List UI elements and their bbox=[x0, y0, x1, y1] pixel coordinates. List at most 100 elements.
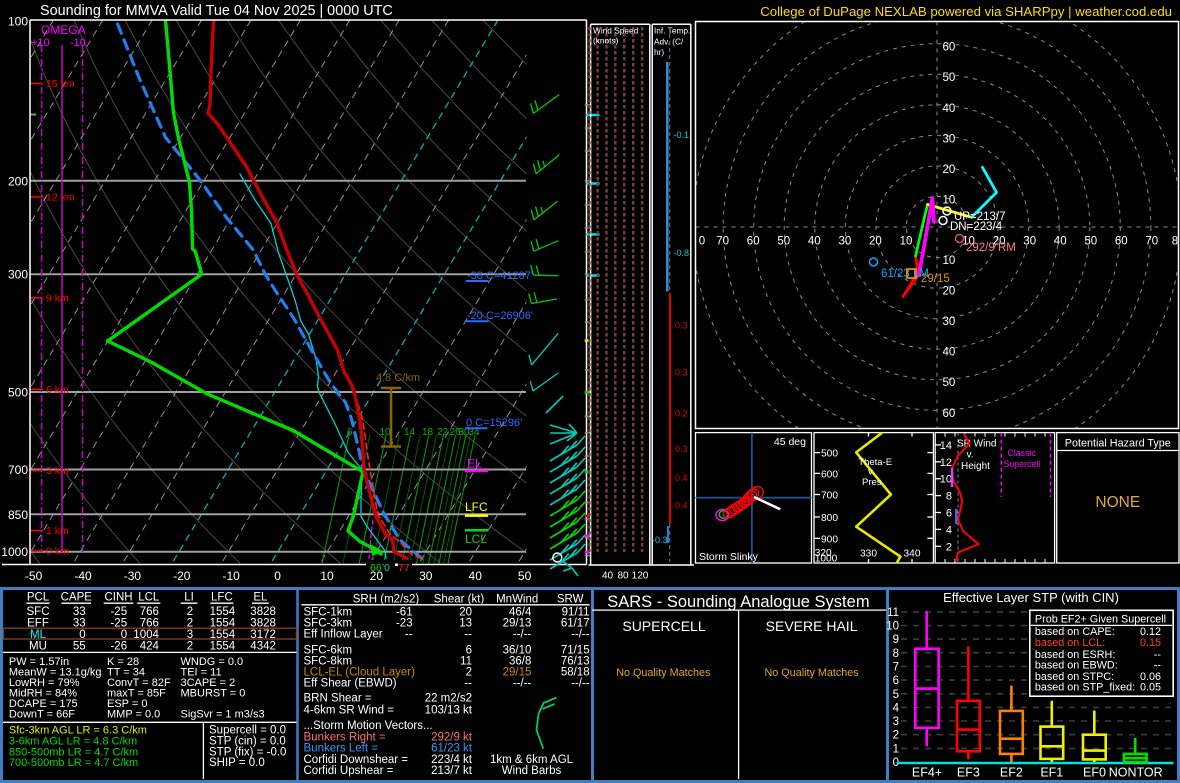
svg-text:Bunkers Right =: Bunkers Right = bbox=[304, 731, 386, 743]
svg-text:-40: -40 bbox=[74, 569, 92, 583]
svg-text:500: 500 bbox=[8, 386, 28, 400]
svg-text:12: 12 bbox=[940, 457, 952, 469]
svg-text:7: 7 bbox=[893, 662, 899, 674]
svg-text:SRH (m2/s2): SRH (m2/s2) bbox=[353, 594, 420, 606]
svg-text:LCL: LCL bbox=[138, 592, 160, 604]
svg-text:8: 8 bbox=[946, 491, 952, 503]
svg-text:33: 33 bbox=[73, 606, 86, 618]
svg-text:9: 9 bbox=[893, 634, 899, 646]
svg-text:STP (cin) = 0.0: STP (cin) = 0.0 bbox=[209, 735, 286, 747]
svg-text:40: 40 bbox=[602, 571, 614, 582]
svg-text:DCAPE = 175: DCAPE = 175 bbox=[9, 698, 78, 710]
svg-text:0.4: 0.4 bbox=[675, 473, 688, 483]
svg-text:No Quality Matches: No Quality Matches bbox=[616, 667, 711, 679]
svg-text:700-500mb LR = 4.7 C/km: 700-500mb LR = 4.7 C/km bbox=[9, 757, 138, 769]
svg-text:60: 60 bbox=[943, 42, 956, 54]
svg-text:LCL-EL (Cloud Layer): LCL-EL (Cloud Layer) bbox=[304, 666, 416, 678]
svg-text:6: 6 bbox=[466, 645, 472, 657]
svg-text:Sfc-3km AGL LR = 6.3 C/km: Sfc-3km AGL LR = 6.3 C/km bbox=[9, 725, 147, 737]
svg-text:SigSvr = 1 m3/s3: SigSvr = 1 m3/s3 bbox=[181, 708, 265, 720]
svg-text:Bunkers Left =: Bunkers Left = bbox=[304, 742, 379, 754]
svg-text:424: 424 bbox=[140, 640, 160, 652]
svg-text:4.8 C/km: 4.8 C/km bbox=[376, 372, 420, 384]
svg-text:ESP = 0: ESP = 0 bbox=[107, 698, 147, 710]
svg-text:UP=213/7: UP=213/7 bbox=[954, 211, 1005, 223]
svg-text:-20: -20 bbox=[173, 569, 191, 583]
svg-text:v.: v. bbox=[868, 466, 875, 477]
svg-text:20: 20 bbox=[943, 164, 956, 176]
svg-text:0 km: 0 km bbox=[46, 546, 69, 558]
svg-text:10: 10 bbox=[379, 427, 391, 438]
svg-text:10: 10 bbox=[943, 255, 956, 267]
svg-text:BRN Shear =: BRN Shear = bbox=[304, 692, 372, 704]
svg-text:800: 800 bbox=[821, 513, 838, 524]
svg-text:-23: -23 bbox=[396, 617, 413, 629]
svg-text:1554: 1554 bbox=[210, 617, 236, 629]
svg-text:20: 20 bbox=[370, 569, 384, 583]
svg-text:330: 330 bbox=[860, 548, 877, 559]
svg-text:hr): hr) bbox=[654, 47, 664, 57]
svg-text:LFC: LFC bbox=[465, 500, 488, 514]
svg-text:--/--: --/-- bbox=[513, 629, 532, 641]
svg-text:-26: -26 bbox=[110, 640, 127, 652]
svg-text:DN=223/4: DN=223/4 bbox=[950, 221, 1003, 233]
svg-text:maxT = 85F: maxT = 85F bbox=[107, 687, 166, 699]
svg-text:29/15: 29/15 bbox=[503, 666, 532, 678]
svg-text:'0: '0 bbox=[382, 562, 390, 574]
svg-text:36/8: 36/8 bbox=[509, 655, 531, 667]
svg-text:0: 0 bbox=[79, 629, 85, 641]
svg-text:0.06: 0.06 bbox=[1140, 671, 1161, 683]
svg-text:20: 20 bbox=[459, 607, 472, 619]
svg-text:SFC-3km: SFC-3km bbox=[304, 617, 353, 629]
svg-text:CAPE: CAPE bbox=[61, 592, 93, 604]
svg-text:50: 50 bbox=[1084, 235, 1097, 247]
svg-text:MnWind: MnWind bbox=[496, 594, 538, 606]
svg-text:Theta-E: Theta-E bbox=[858, 457, 892, 468]
svg-text:77: 77 bbox=[398, 562, 410, 574]
svg-text:MU: MU bbox=[29, 640, 47, 652]
svg-text:WNDG = 0.0: WNDG = 0.0 bbox=[181, 656, 244, 668]
svg-text:3172: 3172 bbox=[250, 629, 276, 641]
svg-text:Wind Barbs: Wind Barbs bbox=[502, 765, 562, 777]
svg-text:223/4 kt: 223/4 kt bbox=[431, 754, 473, 766]
svg-text:8: 8 bbox=[893, 648, 899, 660]
svg-text:292/9 kt: 292/9 kt bbox=[431, 731, 473, 743]
svg-text:STP (fix) = -0.0: STP (fix) = -0.0 bbox=[209, 746, 286, 758]
svg-text:103/13 kt: 103/13 kt bbox=[425, 704, 473, 716]
svg-text:Classic: Classic bbox=[1007, 448, 1036, 458]
svg-text:EL: EL bbox=[467, 457, 482, 471]
svg-text:Eff Shear (EBWD): Eff Shear (EBWD) bbox=[304, 678, 397, 690]
svg-text:-30: -30 bbox=[124, 569, 142, 583]
svg-text:30: 30 bbox=[458, 427, 470, 438]
svg-text:Corfidi Downshear =: Corfidi Downshear = bbox=[304, 754, 409, 766]
svg-text:34: 34 bbox=[468, 427, 480, 438]
svg-text:Storm Slinky: Storm Slinky bbox=[699, 551, 759, 563]
svg-text:20: 20 bbox=[993, 235, 1006, 247]
svg-text:TT = 34: TT = 34 bbox=[107, 666, 145, 678]
svg-text:2: 2 bbox=[187, 606, 193, 618]
svg-text:NONTOR: NONTOR bbox=[1109, 766, 1163, 780]
svg-text:SRW: SRW bbox=[557, 594, 584, 606]
svg-text:30: 30 bbox=[943, 316, 956, 328]
svg-text:1000: 1000 bbox=[1, 545, 28, 559]
svg-text:SARS - Sounding Analogue Syste: SARS - Sounding Analogue System bbox=[607, 593, 869, 611]
svg-text:2: 2 bbox=[946, 541, 952, 553]
svg-text:based on LCL:: based on LCL: bbox=[1035, 637, 1105, 649]
svg-text:55: 55 bbox=[73, 640, 86, 652]
svg-text:ConvT = 82F: ConvT = 82F bbox=[107, 677, 171, 689]
svg-text:850-500mb LR = 4.7 C/km: 850-500mb LR = 4.7 C/km bbox=[9, 746, 138, 758]
svg-text:SFC-1km: SFC-1km bbox=[304, 607, 353, 619]
svg-text:10: 10 bbox=[940, 474, 952, 486]
svg-text:based on ESRH:: based on ESRH: bbox=[1035, 649, 1115, 661]
svg-text:MeanW = 13.1g/kg: MeanW = 13.1g/kg bbox=[9, 666, 102, 678]
svg-text:Pres: Pres bbox=[862, 477, 882, 488]
svg-text:+10: +10 bbox=[31, 37, 50, 49]
svg-text:LowRH = 79%: LowRH = 79% bbox=[9, 677, 80, 689]
svg-text:--: -- bbox=[1154, 659, 1162, 671]
svg-text:SFC-8km: SFC-8km bbox=[304, 655, 353, 667]
svg-text:Sounding for MMVA Valid Tue 0: Sounding for MMVA Valid Tue 04 Nov 2025 … bbox=[40, 3, 393, 19]
svg-text:0.3: 0.3 bbox=[675, 444, 688, 454]
svg-text:6: 6 bbox=[946, 508, 952, 520]
svg-text:0.3: 0.3 bbox=[675, 368, 688, 378]
svg-text:-0.8: -0.8 bbox=[674, 248, 690, 258]
